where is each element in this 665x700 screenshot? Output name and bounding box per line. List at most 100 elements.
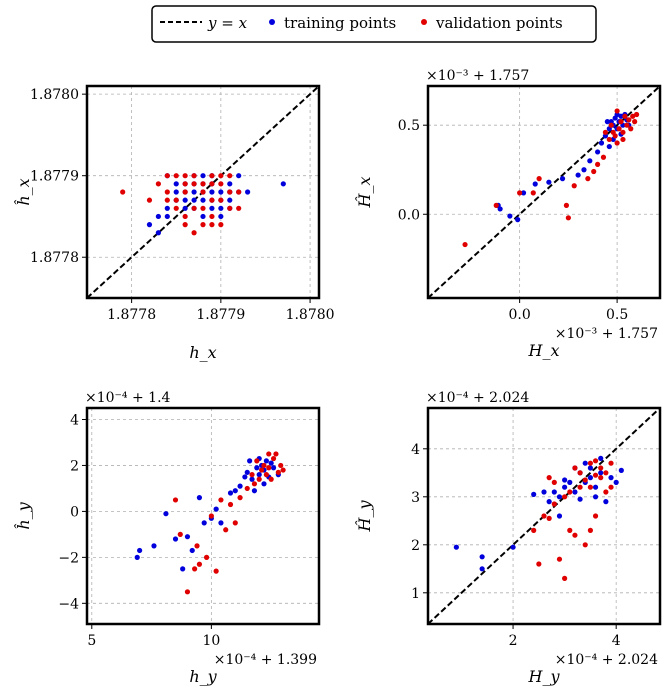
y-tick-label: 0.0	[398, 207, 420, 223]
training-point	[200, 197, 206, 203]
x-axis-label: H_x	[528, 341, 560, 360]
validation-point	[209, 181, 215, 187]
training-point	[556, 513, 563, 519]
validation-point	[591, 168, 597, 175]
plot-area	[87, 86, 319, 298]
y-tick-label: −2	[58, 550, 79, 566]
training-point	[227, 490, 234, 496]
validation-point	[582, 542, 588, 548]
training-point	[546, 179, 552, 185]
training-point	[218, 189, 224, 195]
validation-point	[278, 462, 284, 469]
training-point	[164, 213, 170, 220]
validation-point	[462, 241, 468, 248]
validation-point	[606, 136, 612, 143]
validation-point	[266, 465, 272, 471]
validation-point	[232, 520, 238, 526]
training-point	[247, 458, 253, 464]
validation-point	[551, 479, 557, 485]
validation-point	[227, 205, 233, 211]
validation-point	[632, 119, 638, 125]
y-tick-label: 2	[411, 538, 420, 554]
validation-point	[209, 173, 215, 179]
validation-point	[600, 154, 607, 160]
training-point	[172, 536, 179, 542]
validation-point	[209, 197, 215, 203]
validation-point	[191, 181, 197, 187]
validation-point	[577, 470, 583, 476]
y-tick-label: 1.8780	[30, 87, 79, 103]
validation-point	[184, 589, 191, 595]
validation-point	[266, 451, 272, 457]
training-point	[507, 213, 513, 219]
x-tick-label: 1.8780	[286, 307, 335, 323]
training-point	[592, 494, 599, 500]
training-point	[582, 460, 588, 466]
validation-point	[595, 161, 601, 167]
validation-point	[227, 189, 233, 195]
training-point	[189, 547, 195, 554]
x-axis-label: H_y	[528, 667, 561, 686]
validation-point	[546, 475, 552, 481]
validation-point	[208, 513, 214, 519]
training-point	[604, 119, 610, 125]
x-tick-label: 1.8778	[107, 307, 156, 323]
training-point	[134, 554, 140, 560]
validation-point	[616, 126, 622, 132]
validation-point	[572, 532, 578, 538]
validation-point	[164, 197, 170, 203]
validation-point	[572, 465, 578, 471]
validation-point	[280, 467, 286, 473]
training-point	[200, 213, 206, 220]
training-point	[453, 544, 459, 550]
training-point	[595, 149, 601, 155]
validation-point	[256, 476, 262, 482]
validation-point	[541, 513, 547, 519]
series-training	[453, 455, 624, 572]
x-offset-text: ×10⁻⁴ + 1.399	[214, 652, 317, 668]
y-tick-label: 1	[411, 586, 420, 602]
training-point	[209, 205, 215, 211]
validation-point	[249, 472, 255, 478]
validation-point	[592, 458, 599, 464]
training-point	[263, 458, 269, 464]
x-tick-label: 1.8779	[196, 307, 245, 323]
validation-point	[218, 197, 224, 203]
training-point	[497, 206, 503, 212]
validation-point	[517, 190, 523, 196]
training-point	[209, 189, 215, 195]
validation-point	[598, 475, 604, 481]
training-point	[254, 465, 260, 471]
y-tick-label: 4	[70, 412, 79, 428]
validation-point	[622, 113, 628, 119]
training-point	[577, 496, 583, 502]
validation-point	[592, 513, 599, 519]
training-point	[613, 479, 619, 485]
series-validation	[172, 451, 286, 595]
training-point	[163, 511, 169, 517]
axes-frame	[85, 84, 321, 300]
series-validation	[462, 108, 640, 248]
training-point	[603, 499, 609, 505]
training-point	[137, 547, 143, 554]
validation-point	[191, 205, 197, 211]
validation-point	[173, 173, 179, 179]
plot-area	[428, 86, 660, 298]
x-tick-label: 2	[509, 633, 518, 649]
validation-point	[598, 465, 604, 471]
validation-point	[608, 484, 614, 490]
training-point	[515, 217, 521, 223]
training-point	[479, 566, 485, 572]
training-point	[551, 489, 557, 495]
legend-diagonal-label: y = x	[207, 14, 248, 32]
training-point	[155, 230, 161, 236]
legend-training-label: training points	[284, 14, 396, 32]
x-tick-label: 4	[612, 633, 621, 649]
legend-validation-label: validation points	[435, 14, 563, 32]
validation-point	[551, 501, 557, 507]
training-point	[598, 470, 604, 476]
y-tick-label: 1.8778	[30, 250, 79, 266]
training-point	[182, 205, 188, 211]
y-axis-label: ĥ_y	[13, 501, 33, 529]
training-point	[587, 475, 594, 481]
